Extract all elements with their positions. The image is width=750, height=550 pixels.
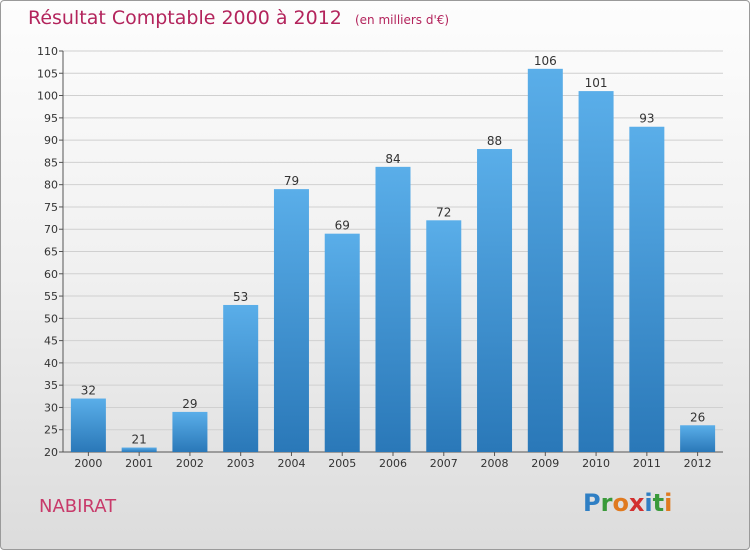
commune-name: NABIRAT: [39, 496, 117, 517]
bar: [629, 126, 665, 452]
bar-value-label: 53: [233, 290, 248, 304]
x-tick-label: 2006: [379, 457, 407, 470]
x-tick-label: 2011: [633, 457, 661, 470]
bar: [426, 220, 462, 452]
chart-title-block: Résultat Comptable 2000 à 2012 (en milli…: [28, 7, 449, 29]
bar-value-label: 32: [81, 384, 96, 398]
y-tick-label: 35: [44, 379, 58, 392]
bar-value-label: 29: [182, 397, 197, 411]
logo-letter: o: [612, 489, 629, 517]
x-tick-label: 2008: [481, 457, 509, 470]
x-tick-label: 2010: [582, 457, 610, 470]
bar-value-label: 106: [534, 54, 557, 68]
x-tick-label: 2002: [176, 457, 204, 470]
chart-title: Résultat Comptable 2000 à 2012: [28, 7, 342, 29]
bar: [121, 447, 157, 452]
x-tick-label: 2007: [430, 457, 458, 470]
y-tick-label: 65: [44, 246, 58, 259]
y-tick-label: 45: [44, 335, 58, 348]
logo-letter: r: [600, 489, 613, 517]
y-tick-label: 75: [44, 201, 58, 214]
y-tick-label: 25: [44, 424, 58, 437]
y-tick-label: 50: [44, 312, 58, 325]
y-tick-label: 20: [44, 446, 58, 459]
bar-value-label: 26: [690, 410, 705, 424]
x-tick-label: 2000: [74, 457, 102, 470]
proxiti-logo: Proxiti: [583, 489, 672, 517]
y-tick-label: 55: [44, 290, 58, 303]
logo-letter: t: [652, 489, 665, 517]
bar-value-label: 79: [284, 174, 299, 188]
bar-value-label: 93: [639, 112, 654, 126]
bar-value-label: 69: [335, 219, 350, 233]
bar-value-label: 72: [436, 205, 451, 219]
bar-value-label: 84: [385, 152, 400, 166]
y-tick-label: 90: [44, 134, 58, 147]
bar: [70, 398, 106, 452]
y-tick-label: 60: [44, 268, 58, 281]
bar-value-label: 21: [132, 433, 147, 447]
bar: [477, 149, 513, 452]
bar: [578, 91, 614, 452]
y-tick-label: 30: [44, 401, 58, 414]
x-tick-label: 2009: [531, 457, 559, 470]
bar: [527, 68, 563, 453]
x-tick-label: 2005: [328, 457, 356, 470]
logo-letter: i: [644, 489, 653, 517]
bar-value-label: 88: [487, 134, 502, 148]
logo-letter: x: [628, 489, 645, 517]
y-tick-label: 80: [44, 179, 58, 192]
x-tick-label: 2004: [277, 457, 305, 470]
x-tick-label: 2001: [125, 457, 153, 470]
x-tick-label: 2012: [684, 457, 712, 470]
y-tick-label: 110: [37, 45, 58, 58]
logo-letter: P: [583, 489, 601, 517]
bar-value-label: 101: [585, 76, 608, 90]
bar: [223, 304, 259, 452]
bar: [273, 189, 309, 452]
y-tick-label: 85: [44, 156, 58, 169]
y-tick-label: 105: [37, 67, 58, 80]
y-tick-label: 100: [37, 90, 58, 103]
bar: [324, 233, 360, 452]
chart-subtitle: (en milliers d'€): [354, 13, 450, 27]
y-tick-label: 95: [44, 112, 58, 125]
bar: [172, 411, 208, 452]
y-tick-label: 40: [44, 357, 58, 370]
logo-letter: i: [664, 489, 673, 517]
y-tick-label: 70: [44, 223, 58, 236]
bar: [375, 166, 411, 452]
bar: [680, 425, 716, 452]
x-tick-label: 2003: [227, 457, 255, 470]
